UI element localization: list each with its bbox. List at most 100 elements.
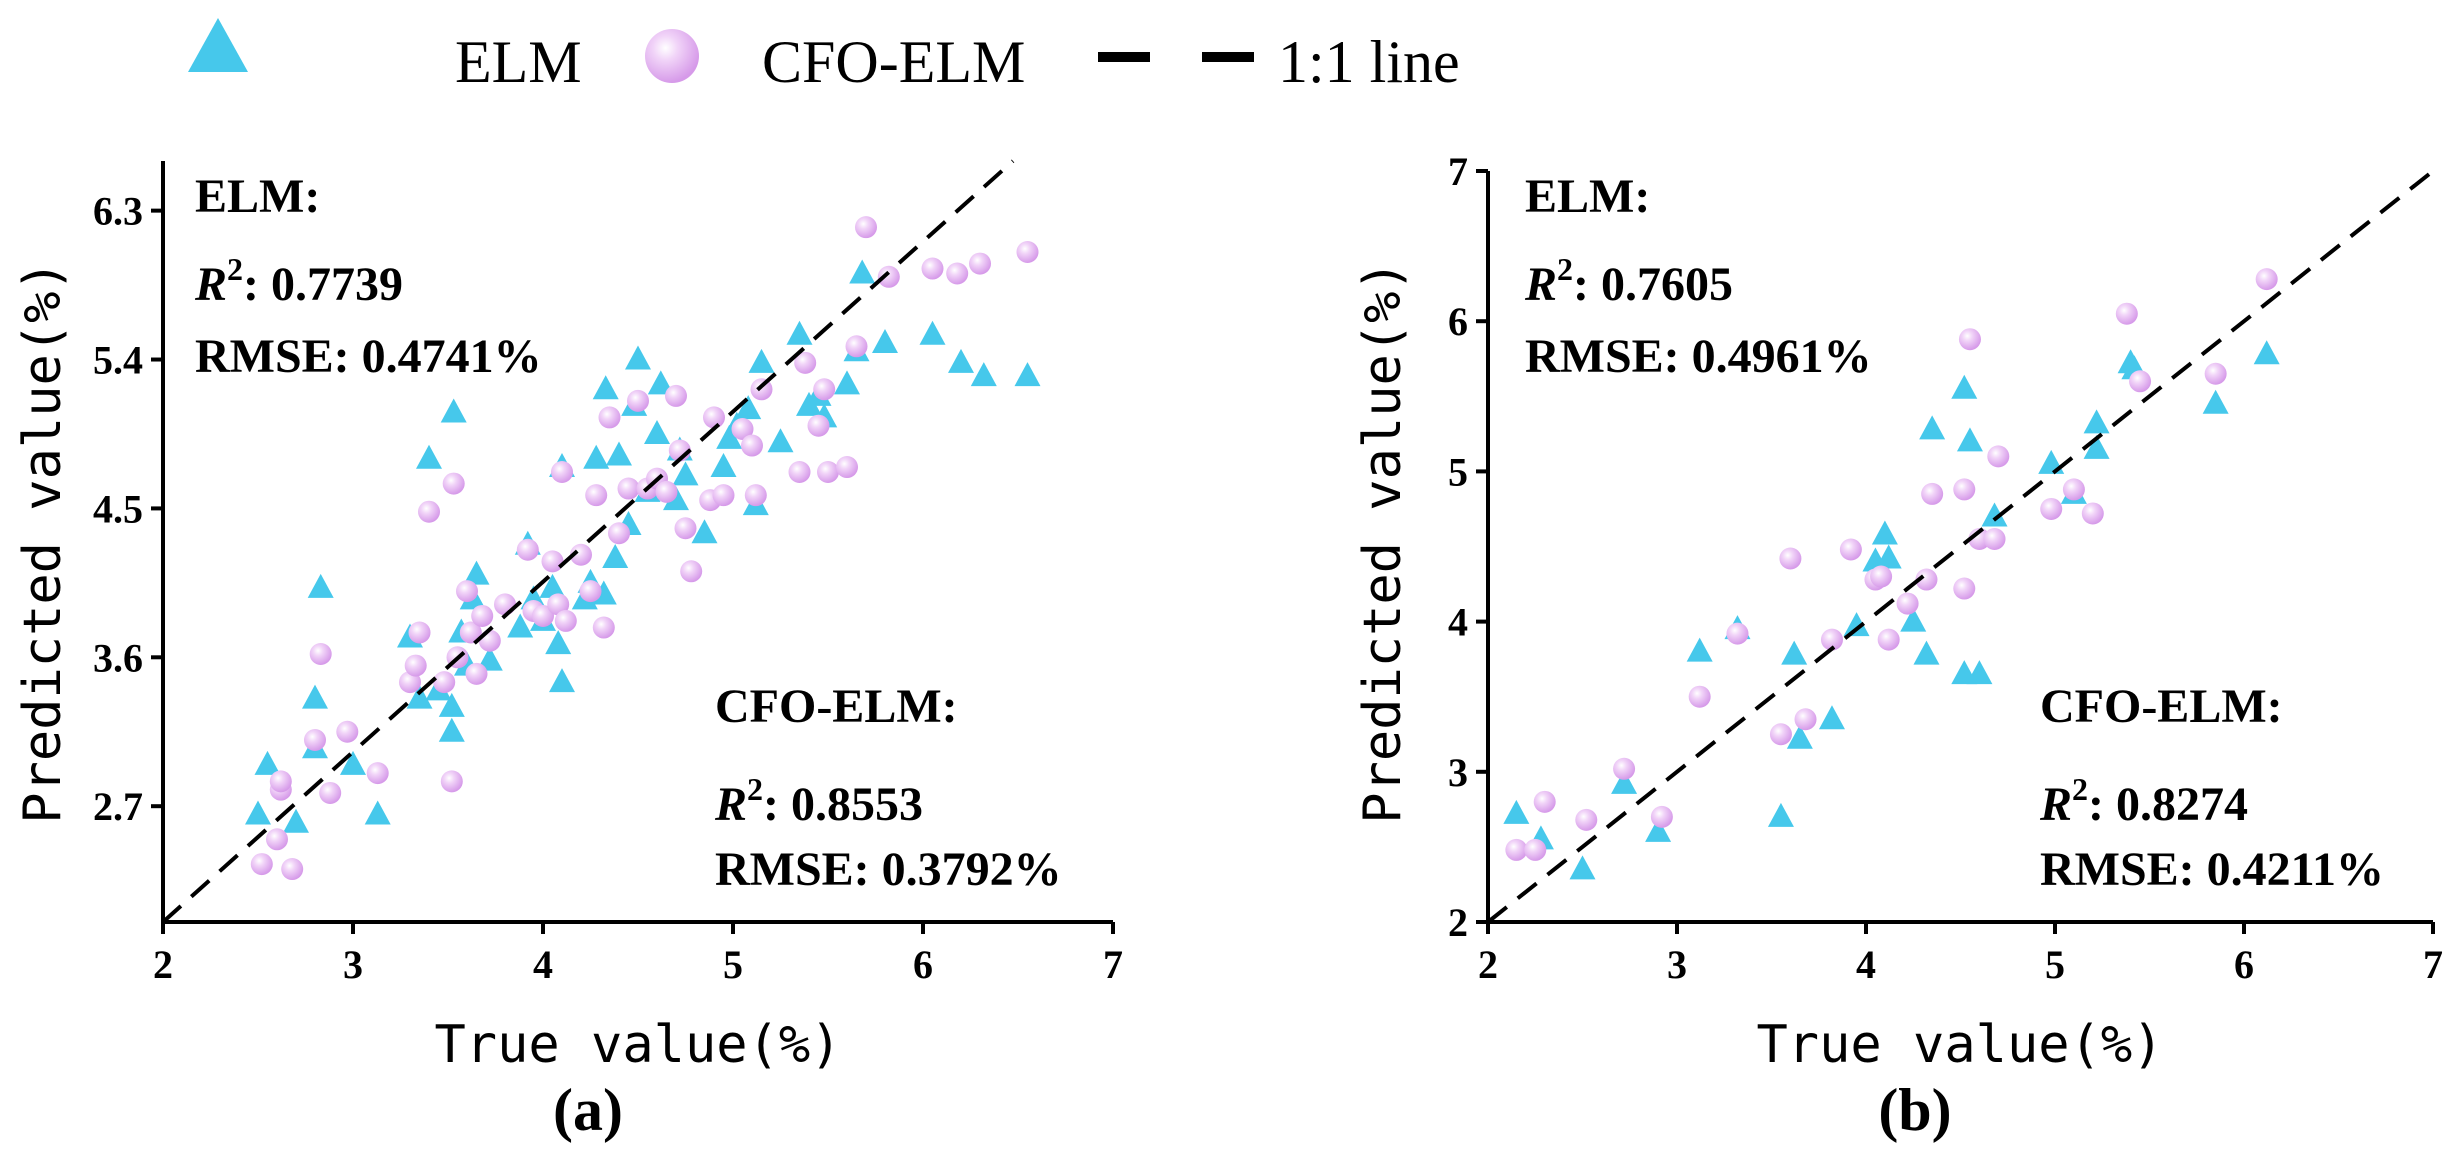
- panel-b-cfo-r2-label: R: [2039, 778, 2072, 831]
- panel-a-cfo-elm-point: [836, 456, 858, 479]
- panel-a-cfo-elm-point: [1016, 240, 1039, 263]
- panel-b-cfo-elm-point: [2255, 268, 2278, 291]
- panel-b-elm-point: [1767, 802, 1794, 827]
- panel-a-elm-point: [644, 419, 670, 444]
- panel-a-elm-point: [539, 573, 566, 598]
- panel-a-elm-point: [606, 441, 632, 466]
- panel-b-cfo-elm-point: [1870, 565, 1893, 588]
- panel-b-cfo-r2: R2: 0.8274: [2039, 771, 2248, 831]
- panel-b-elm-point: [2202, 389, 2229, 414]
- panel-b-elm-r2-label: R: [1524, 258, 1557, 311]
- panel-a-cfo-elm-point: [655, 480, 678, 503]
- panel-a-cfo-elm-point: [541, 550, 564, 573]
- panel-a-elm-point: [583, 444, 610, 469]
- panel-a-cfo-elm-point: [408, 621, 431, 644]
- panel-a-elm-point: [406, 684, 433, 709]
- panel-b-cfo-elm-point: [1575, 808, 1598, 831]
- panel-b-cfo-elm-point: [1921, 482, 1944, 505]
- panel-b-cfo-rmse: RMSE: 0.4211%: [2040, 843, 2384, 896]
- panel-a-label: (a): [553, 1077, 623, 1143]
- panel-a-cfo-elm-point: [404, 654, 427, 677]
- panel-a-elm-point: [416, 444, 442, 469]
- panel-a-cfo-elm-point: [712, 484, 735, 507]
- panel-a-elm-point: [710, 453, 737, 478]
- panel-b-label: (b): [1878, 1077, 1951, 1143]
- panel-a-elm-point: [663, 486, 689, 511]
- panel-a-cfo-elm-point: [617, 477, 640, 500]
- panel-a-cfo-elm-point: [269, 770, 292, 793]
- panel-a-cfo-elm-point: [807, 414, 830, 437]
- panel-b-cfo-elm-point: [1953, 577, 1976, 600]
- panel-a-elm-r2-value: : 0.7739: [243, 258, 403, 311]
- panel-b-x-tick-label: 7: [2423, 942, 2443, 987]
- panel-b-elm-point: [1843, 612, 1870, 637]
- panel-a-cfo-elm-point: [744, 484, 767, 507]
- panel-a-cfo-elm-point: [433, 671, 456, 694]
- panel-a-elm-point: [463, 560, 490, 585]
- panel-b-elm-point: [1569, 855, 1596, 880]
- panel-a-elm-point: [735, 395, 762, 420]
- panel-a-elm-r2: R2: 0.7739: [194, 251, 403, 311]
- panel-b-cfo-elm-point: [1877, 628, 1900, 651]
- panel-b-cfo-elm-point: [1794, 708, 1817, 731]
- panel-b-cfo-r2-value: : 0.8274: [2088, 778, 2248, 831]
- panel-a-elm-point: [767, 428, 794, 453]
- panel-a-elm-point: [545, 630, 572, 655]
- panel-a-elm-point: [748, 348, 775, 373]
- panel-b-cfo-r2-sup: 2: [2072, 771, 2088, 807]
- legend-cfo-elm-marker: [645, 29, 699, 83]
- panel-a-y-ticks: 2.7 3.6 4.5 5.4 6.3: [93, 189, 163, 829]
- panel-a: 2 3 4 5 6 7 2.7 3.6 4.5 5.4 6.3 True value(%) Pre…: [13, 159, 1123, 1143]
- panel-b-elm-point: [2253, 340, 2280, 365]
- panel-b-cfo-elm-point: [2040, 497, 2063, 520]
- panel-a-cfo-elm-point: [281, 858, 304, 881]
- panel-b-y-label: Predicted value(%): [1353, 260, 1413, 824]
- panel-a-cfo-elm-point: [665, 384, 687, 407]
- legend: ELM CFO-ELM 1:1 line: [188, 18, 1460, 95]
- panel-a-elm-point: [364, 800, 391, 825]
- panel-b-cfo-elm-point: [2081, 502, 2104, 525]
- panel-b-y-tick-label: 5: [1448, 449, 1468, 494]
- panel-a-x-tick-label: 2: [153, 942, 173, 987]
- panel-a-cfo-elm-point: [532, 604, 554, 627]
- panel-b-cfo-elm-point: [2062, 478, 2085, 501]
- panel-a-x-tick-label: 5: [723, 942, 743, 987]
- panel-a-cfo-elm-point: [921, 257, 944, 280]
- panel-b-cfo-elm-point: [1987, 445, 2010, 468]
- panel-b-elm-point: [1781, 640, 1808, 665]
- panel-a-cfo-elm-point: [946, 262, 969, 285]
- panel-a-elm-point: [302, 684, 328, 709]
- panel-a-cfo-elm-point: [813, 378, 836, 401]
- panel-a-cfo-elm-point: [794, 351, 817, 374]
- panel-a-y-tick-label: 3.6: [93, 635, 143, 680]
- panel-b-x-tick-label: 2: [1478, 942, 1498, 987]
- panel-a-elm-point: [307, 573, 334, 598]
- panel-a-cfo-title: CFO-ELM:: [715, 680, 958, 733]
- panel-a-elm-point: [691, 519, 718, 544]
- panel-b-y-tick-label: 6: [1448, 299, 1468, 344]
- panel-b-y-tick-label: 7: [1448, 149, 1468, 194]
- panel-a-cfo-elm-point: [465, 662, 488, 685]
- panel-a-cfo-rmse: RMSE: 0.3792%: [715, 843, 1062, 896]
- panel-b-elm-point: [1900, 607, 1927, 632]
- panel-b-cfo-elm-point: [1983, 527, 2006, 550]
- panel-b-elm-r2-sup: 2: [1557, 251, 1573, 287]
- panel-a-cfo-elm-point: [680, 560, 703, 583]
- panel-b-elm-point: [1871, 520, 1898, 545]
- panel-b-elm-point: [1875, 544, 1902, 569]
- panel-a-y-tick-label: 5.4: [93, 338, 143, 383]
- panel-a-cfo-elm-point: [250, 853, 273, 876]
- panel-b-x-tick-label: 3: [1667, 942, 1687, 987]
- panel-b-cfo-elm-point: [1953, 478, 1976, 501]
- panel-b-cfo-elm-point: [1820, 628, 1843, 651]
- panel-a-elm-r2-label: R: [194, 258, 227, 311]
- panel-a-cfo-elm-point: [459, 621, 482, 644]
- panel-a-cfo-elm-point: [547, 593, 570, 616]
- panel-b-x-ticks: 2 3 4 5 6 7: [1478, 922, 2443, 987]
- panel-a-cfo-elm-point: [969, 252, 991, 275]
- panel-a-cfo-r2-value: : 0.8553: [763, 778, 923, 831]
- legend-line-label: 1:1 line: [1278, 29, 1460, 95]
- panel-a-elm-point: [849, 259, 876, 284]
- panel-b-points-cfo: [1505, 268, 2278, 861]
